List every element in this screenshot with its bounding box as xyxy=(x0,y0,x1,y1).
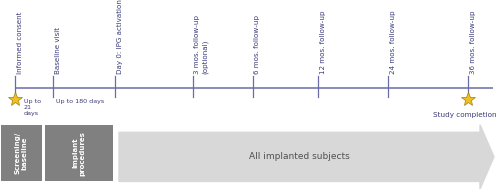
Text: Implant
procedures: Implant procedures xyxy=(72,131,86,176)
Text: Up to
21
days: Up to 21 days xyxy=(24,99,41,116)
Text: Day 0: IPG activation: Day 0: IPG activation xyxy=(117,0,123,74)
Text: 3 mos. follow-up
(optional): 3 mos. follow-up (optional) xyxy=(194,15,208,74)
Text: All implanted subjects: All implanted subjects xyxy=(249,152,350,161)
Text: Informed consent: Informed consent xyxy=(17,12,23,74)
FancyBboxPatch shape xyxy=(45,125,112,181)
FancyBboxPatch shape xyxy=(0,125,42,181)
Text: 24 mos. follow-up: 24 mos. follow-up xyxy=(390,10,396,74)
Text: 36 mos. follow-up: 36 mos. follow-up xyxy=(470,11,476,74)
Text: Baseline visit: Baseline visit xyxy=(54,27,60,74)
Polygon shape xyxy=(119,125,494,189)
Text: Up to 180 days: Up to 180 days xyxy=(56,99,104,104)
Text: Study completion: Study completion xyxy=(433,112,497,119)
Text: 6 mos. follow-up: 6 mos. follow-up xyxy=(254,15,260,74)
Text: 12 mos. follow-up: 12 mos. follow-up xyxy=(320,11,326,74)
Text: Screening/
baseline: Screening/ baseline xyxy=(14,132,28,174)
